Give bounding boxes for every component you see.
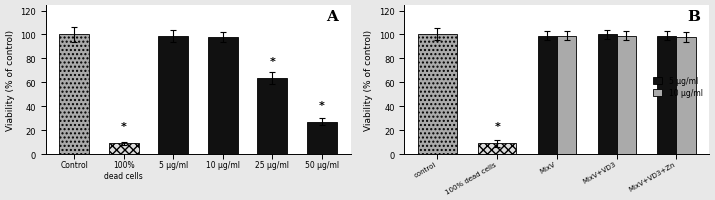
Y-axis label: Viability (% of control): Viability (% of control) [6,30,14,130]
Text: B: B [687,10,700,24]
Text: *: * [494,122,500,132]
Bar [257,78,287,154]
Y-axis label: Viability (% of control): Viability (% of control) [365,30,373,130]
Legend: 5 μg/ml, 10 μg/ml: 5 μg/ml, 10 μg/ml [650,74,706,101]
Text: A: A [327,10,338,24]
Bar [109,144,139,154]
Text: *: * [319,100,325,110]
Bar [208,38,237,154]
Bar [478,144,516,154]
Bar [598,35,617,154]
Text: *: * [121,122,127,132]
Bar [676,38,696,154]
Bar [657,36,676,154]
Bar [59,35,89,154]
Bar [418,35,457,154]
Text: *: * [270,56,275,66]
Bar [159,36,188,154]
Bar [617,36,636,154]
Bar [538,36,557,154]
Bar [307,122,337,154]
Bar [557,36,576,154]
